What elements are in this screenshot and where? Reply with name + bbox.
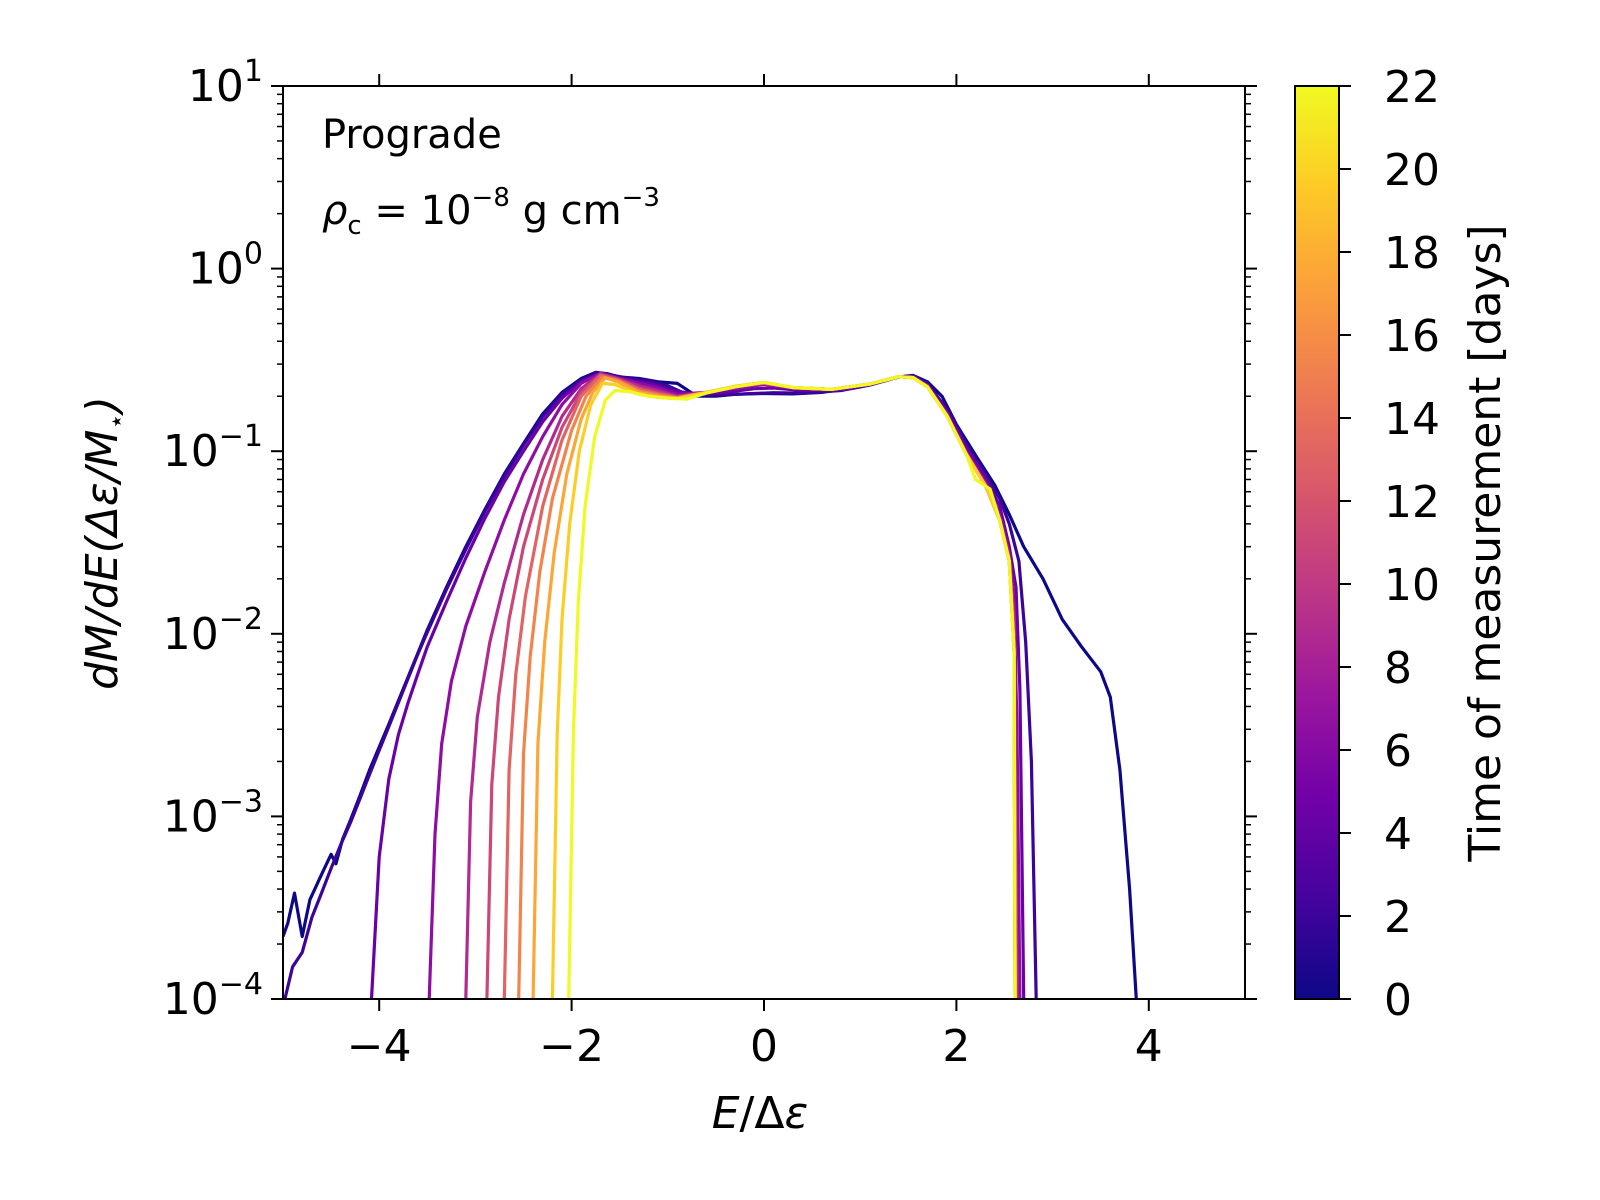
colorbar-ticks: 0 2 4 6 8 10 12 14 16 18 20 22 <box>1339 62 1440 1026</box>
series-layer <box>283 370 1138 999</box>
colorbar-tick-label: 2 <box>1384 892 1412 943</box>
series-line-t10 <box>485 373 1018 999</box>
colorbar-tick-label: 0 <box>1384 975 1412 1026</box>
series-line-t18 <box>550 375 1017 999</box>
colorbar-tick-label: 22 <box>1384 62 1440 113</box>
colorbar-tick-label: 20 <box>1384 145 1440 196</box>
x-tick-label: −2 <box>539 1021 604 1072</box>
series-line-t12 <box>502 373 1017 999</box>
axes-layer: −4 −2 0 2 4 10−4 10−3 10−2 10−1 100 101 <box>163 54 1257 1072</box>
series-line-t20 <box>567 375 1017 999</box>
y-tick-label: 10−1 <box>163 419 263 477</box>
colorbar-tick-label: 12 <box>1384 477 1440 528</box>
y-axis-label: dM/dE(Δε/M⋆) <box>77 396 132 690</box>
colorbar: 0 2 4 6 8 10 12 14 16 18 20 22 Time of measurement … <box>1294 62 1511 1026</box>
series-line-t14 <box>517 375 1017 999</box>
colorbar-tick-label: 14 <box>1384 394 1440 445</box>
annotation-prograde: Prograde <box>322 112 502 158</box>
colorbar-label: Time of measurement [days] <box>1460 224 1511 862</box>
series-line-t6 <box>427 371 1022 999</box>
y-tick-label: 100 <box>188 237 263 295</box>
series-line-t0 <box>283 370 1138 999</box>
annotation-density: ρc = 10−8 g cm−3 <box>322 183 660 241</box>
series-line-t16 <box>531 375 1017 999</box>
colorbar-tick-label: 16 <box>1384 311 1440 362</box>
y-tick-label: 101 <box>188 54 263 112</box>
y-tick-label: 10−2 <box>163 602 263 660</box>
colorbar-tick-label: 6 <box>1384 726 1412 777</box>
x-tick-label: 2 <box>942 1021 970 1072</box>
colorbar-tick-label: 4 <box>1384 809 1412 860</box>
y-tick-label: 10−3 <box>163 784 263 842</box>
colorbar-tick-label: 18 <box>1384 228 1440 279</box>
x-axis-label: E/Δε <box>712 1088 809 1139</box>
colorbar-gradient <box>1294 85 1340 1000</box>
series-line-t4 <box>369 372 1026 999</box>
series-line-t2 <box>283 371 1038 999</box>
x-tick-label: 0 <box>750 1021 778 1072</box>
x-tick-label: −4 <box>347 1021 412 1072</box>
colorbar-tick-label: 10 <box>1384 560 1440 611</box>
colorbar-tick-label: 8 <box>1384 643 1412 694</box>
x-tick-label: 4 <box>1135 1021 1163 1072</box>
y-tick-label: 10−4 <box>163 967 263 1025</box>
